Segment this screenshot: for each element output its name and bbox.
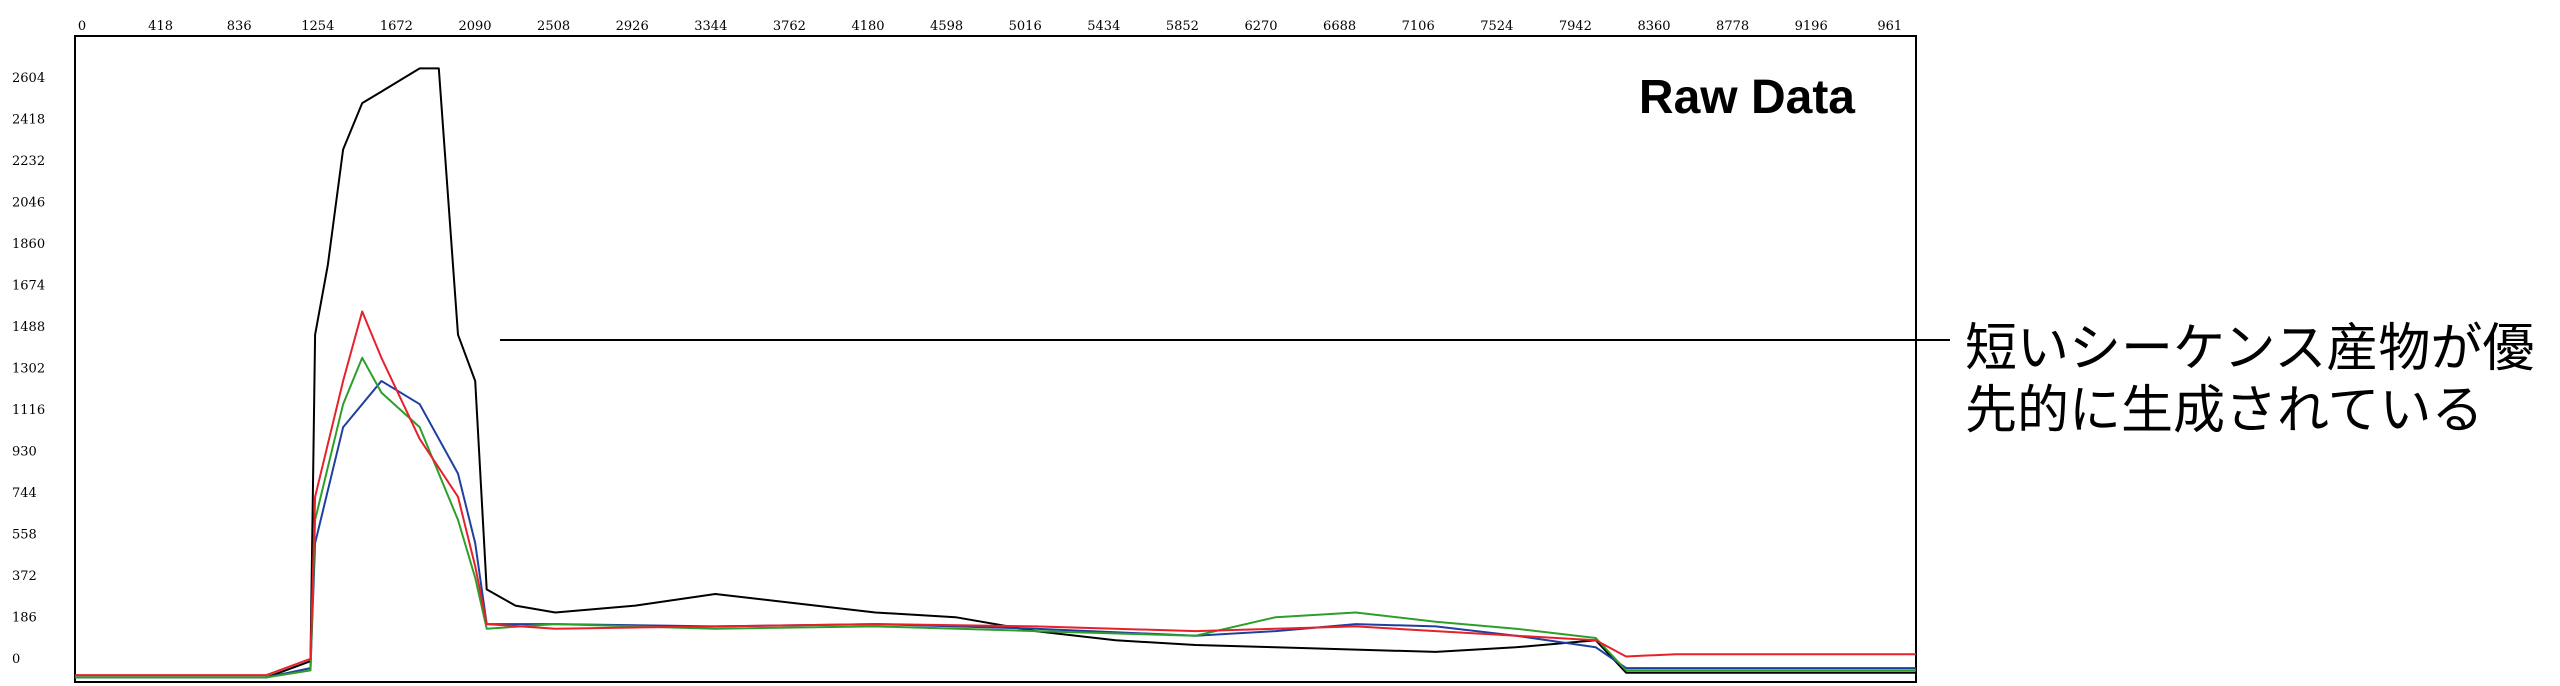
x-tick-label: 2508 [537,19,570,34]
series-line-0 [75,67,1916,679]
x-tick-label: 3344 [694,19,727,34]
y-tick-label: 1860 [12,237,45,252]
x-tick-label: 8360 [1637,19,1670,34]
x-tick-label: 7106 [1402,19,1435,34]
annotation-text-line-2: 先的に生成されている [1965,381,2483,441]
y-tick-label: 930 [12,445,37,460]
x-tick-label: 2090 [458,19,491,34]
x-tick-label: 9196 [1795,19,1828,34]
x-tick-label: 6688 [1323,19,1356,34]
y-tick-label: 558 [12,528,37,543]
x-tick-label: 3762 [773,19,806,34]
x-tick-label: 5852 [1166,19,1199,34]
x-tick-label: 7942 [1559,19,1592,34]
x-tick-label: 4180 [851,19,884,34]
y-tick-label: 2418 [12,113,45,128]
x-tick-label: 1254 [301,19,334,34]
y-tick-label: 2604 [12,71,45,86]
y-tick-label: 1302 [12,362,45,377]
y-tick-label: 2046 [12,196,45,211]
series-line-2 [75,356,1916,679]
plot-frame [74,35,1917,683]
x-tick-label: 6270 [1244,19,1277,34]
x-tick-label: 5434 [1087,19,1120,34]
x-tick-label: 4598 [930,19,963,34]
y-tick-label: 0 [12,652,20,667]
series-layer [75,67,1916,679]
x-tick-labels: 0 418 836 1254 1672 2090 2508 2926 3344 3762 4180 4… [78,19,1902,34]
x-tick-label: 418 [148,19,173,34]
y-tick-labels: 2604241822322046186016741488130211169307… [12,71,45,667]
x-tick-label: 5016 [1009,19,1042,34]
chart-title: Raw Data [1639,71,1855,124]
x-tick-label: 8778 [1716,19,1749,34]
x-tick-label: 0 [78,19,86,34]
y-tick-label: 2232 [12,154,45,169]
x-tick-label: 2926 [616,19,649,34]
x-tick-label: 1672 [380,19,413,34]
x-tick-label: 836 [227,19,252,34]
x-tick-label: 7524 [1480,19,1513,34]
x-tick-label: 961 [1877,19,1902,34]
y-tick-label: 1674 [12,279,45,294]
y-tick-label: 1116 [12,403,45,418]
annotation-text-line-1: 短いシーケンス産物が優 [1965,319,2534,379]
y-tick-label: 744 [12,486,37,501]
y-tick-label: 1488 [12,320,45,335]
y-tick-label: 372 [12,569,37,584]
y-tick-label: 186 [12,611,37,626]
series-line-3 [75,310,1916,677]
